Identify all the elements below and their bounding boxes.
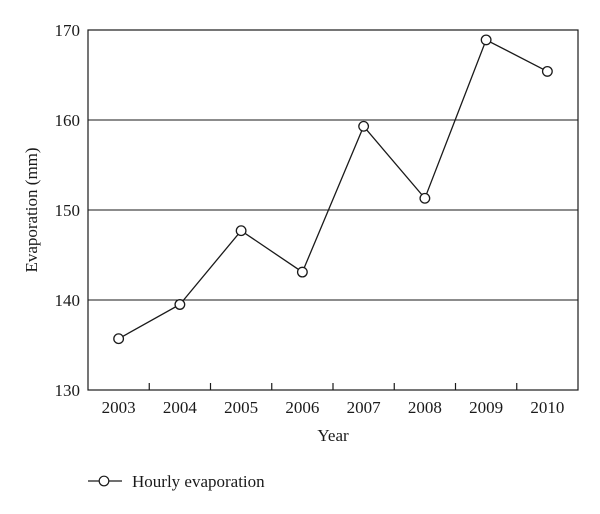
x-tick-labels: 2003 2004 2005 2006 2007 2008 2009 2010 xyxy=(102,398,565,417)
legend: Hourly evaporation xyxy=(88,472,265,491)
series-line-group xyxy=(113,34,553,345)
y-tick-labels: 130 140 150 160 170 xyxy=(55,21,81,400)
data-point xyxy=(174,299,186,310)
data-point xyxy=(358,120,370,132)
y-tick-label: 160 xyxy=(55,111,81,130)
x-tick-label: 2009 xyxy=(469,398,503,417)
grid-lines xyxy=(88,119,578,301)
x-axis-title: Year xyxy=(317,426,349,445)
y-tick-label: 150 xyxy=(55,201,81,220)
y-axis-title: Evaporation (mm) xyxy=(22,147,41,272)
legend-label: Hourly evaporation xyxy=(132,472,265,491)
x-tick-label: 2003 xyxy=(102,398,136,417)
data-point xyxy=(480,34,492,46)
data-point xyxy=(235,225,247,237)
x-tick-label: 2007 xyxy=(347,398,382,417)
data-point xyxy=(296,266,308,278)
y-tick-label: 140 xyxy=(55,291,81,310)
data-point xyxy=(113,333,125,345)
x-tick-label: 2005 xyxy=(224,398,258,417)
x-tick-label: 2008 xyxy=(408,398,442,417)
series-line xyxy=(118,38,548,340)
x-tick-label: 2004 xyxy=(163,398,198,417)
y-tick-label: 170 xyxy=(55,21,81,40)
legend-marker xyxy=(98,475,110,487)
data-point xyxy=(541,65,553,77)
x-tick-label: 2006 xyxy=(285,398,319,417)
data-point xyxy=(419,192,431,204)
x-axis-ticks xyxy=(148,383,518,390)
y-tick-label: 130 xyxy=(55,381,81,400)
x-tick-label: 2010 xyxy=(530,398,564,417)
